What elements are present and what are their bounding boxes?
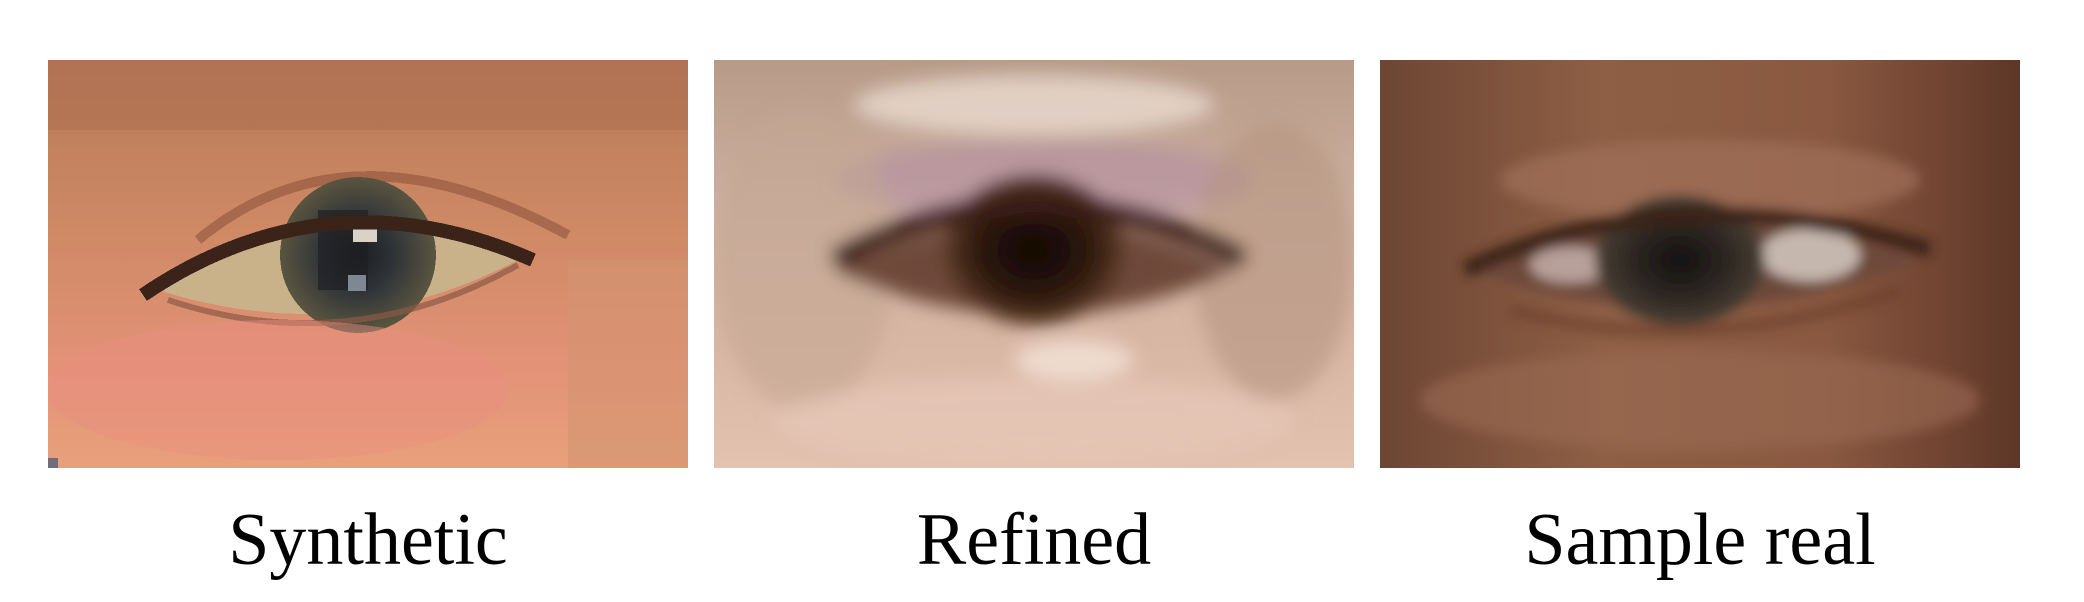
refined-caption: Refined <box>916 499 1152 581</box>
sample-real-caption: Sample real <box>1524 499 1876 581</box>
sample-real-eye-image <box>1380 60 2020 468</box>
refined-eye-image <box>714 60 1354 468</box>
synthetic-caption: Synthetic <box>228 499 508 581</box>
synthetic-eye-image <box>48 60 688 468</box>
